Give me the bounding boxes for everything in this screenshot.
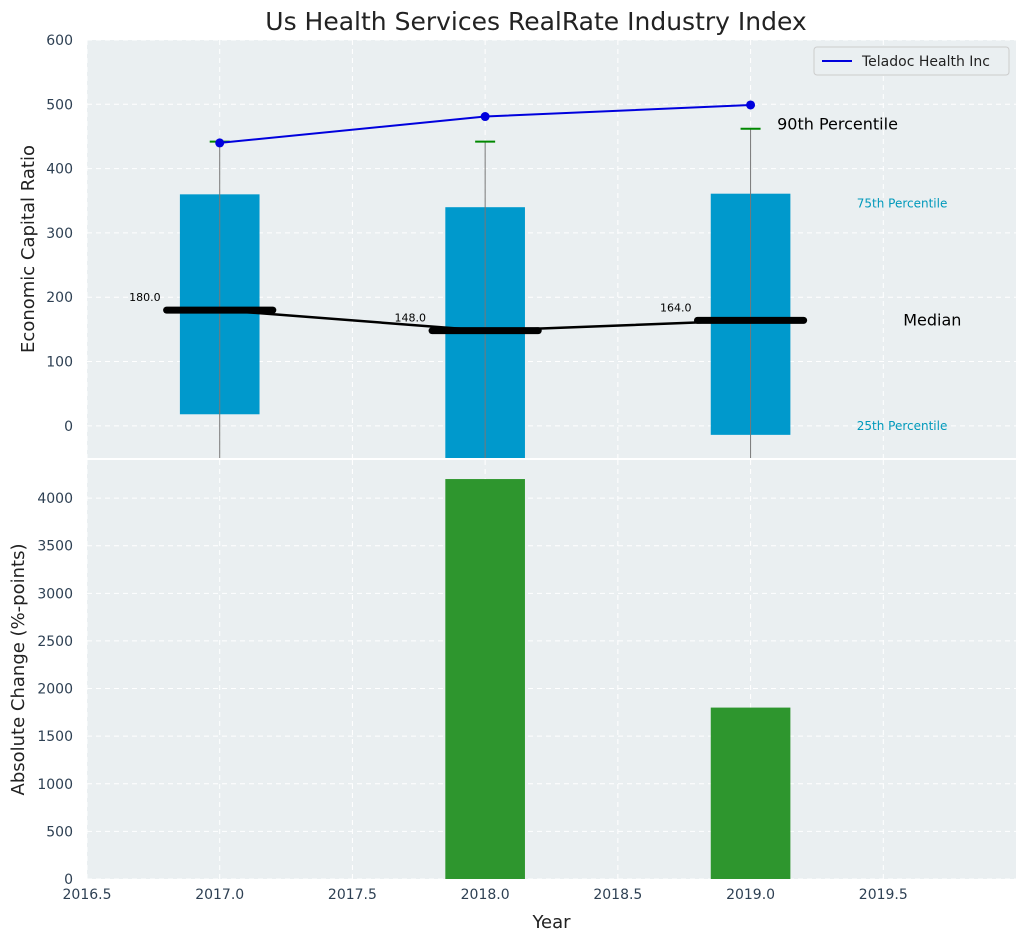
bottom-y-tick-label: 0 bbox=[64, 872, 73, 888]
legend-box bbox=[813, 46, 1010, 76]
bottom-y-tick-label: 3000 bbox=[37, 586, 73, 602]
median-label: 164.0 bbox=[660, 301, 692, 314]
x-tick-label: 2017.0 bbox=[195, 887, 244, 903]
annotation-median: Median bbox=[903, 310, 961, 329]
top-y-tick-label: 500 bbox=[46, 97, 73, 113]
change-bar bbox=[710, 707, 791, 879]
top-y-tick-label: 600 bbox=[46, 33, 73, 49]
median-label: 180.0 bbox=[129, 291, 161, 304]
top-y-tick-labels: 0 100 200 300 400 500 600 bbox=[46, 33, 73, 435]
bottom-grid bbox=[86, 460, 1016, 880]
bottom-y-tick-label: 2500 bbox=[37, 634, 73, 650]
top-y-tick-label: 100 bbox=[46, 355, 73, 371]
bottom-y-tick-label: 1000 bbox=[37, 777, 73, 793]
median-label: 148.0 bbox=[395, 312, 427, 325]
legend: Teladoc Health Inc bbox=[813, 46, 1010, 76]
annotation-25th-percentile: 25th Percentile bbox=[857, 419, 948, 433]
annotation-90th-percentile: 90th Percentile bbox=[777, 115, 898, 134]
top-y-tick-label: 0 bbox=[64, 419, 73, 435]
x-tick-label: 2016.5 bbox=[63, 887, 112, 903]
annotation-75th-percentile: 75th Percentile bbox=[857, 196, 948, 210]
company-point bbox=[480, 112, 490, 122]
x-tick-label: 2017.5 bbox=[328, 887, 377, 903]
bottom-marks bbox=[445, 479, 791, 879]
bottom-y-tick-label: 3500 bbox=[37, 539, 73, 555]
bottom-y-tick-labels: 0 500 1000 1500 2000 2500 3000 3500 4000 bbox=[37, 491, 73, 888]
bottom-y-tick-label: 4000 bbox=[37, 491, 73, 507]
bottom-y-tick-label: 1500 bbox=[37, 729, 73, 745]
x-tick-labels: 2016.5 2017.0 2017.5 2018.0 2018.5 2019.0 2019… bbox=[63, 887, 908, 903]
bottom-plot-area bbox=[87, 460, 1016, 879]
bottom-y-axis-label: Absolute Change (%-points) bbox=[8, 544, 29, 796]
x-tick-label: 2018.5 bbox=[593, 887, 642, 903]
bottom-y-tick-label: 500 bbox=[46, 824, 73, 840]
x-tick-label: 2018.0 bbox=[461, 887, 510, 903]
bottom-y-tick-label: 2000 bbox=[37, 682, 73, 698]
x-tick-label: 2019.5 bbox=[859, 887, 908, 903]
top-y-axis-label: Economic Capital Ratio bbox=[18, 145, 39, 353]
change-bar bbox=[445, 479, 525, 879]
legend-label: Teladoc Health Inc bbox=[861, 54, 990, 70]
company-point bbox=[215, 138, 225, 148]
chart-title: Us Health Services RealRate Industry Ind… bbox=[265, 7, 806, 36]
top-y-tick-label: 200 bbox=[46, 290, 73, 306]
top-y-tick-label: 400 bbox=[46, 162, 73, 178]
company-point bbox=[746, 100, 756, 110]
top-y-tick-label: 300 bbox=[46, 226, 73, 242]
top-marks: 180.0 148.0 164.0 bbox=[129, 100, 808, 458]
x-tick-label: 2019.0 bbox=[726, 887, 775, 903]
x-axis-label: Year bbox=[531, 912, 571, 933]
